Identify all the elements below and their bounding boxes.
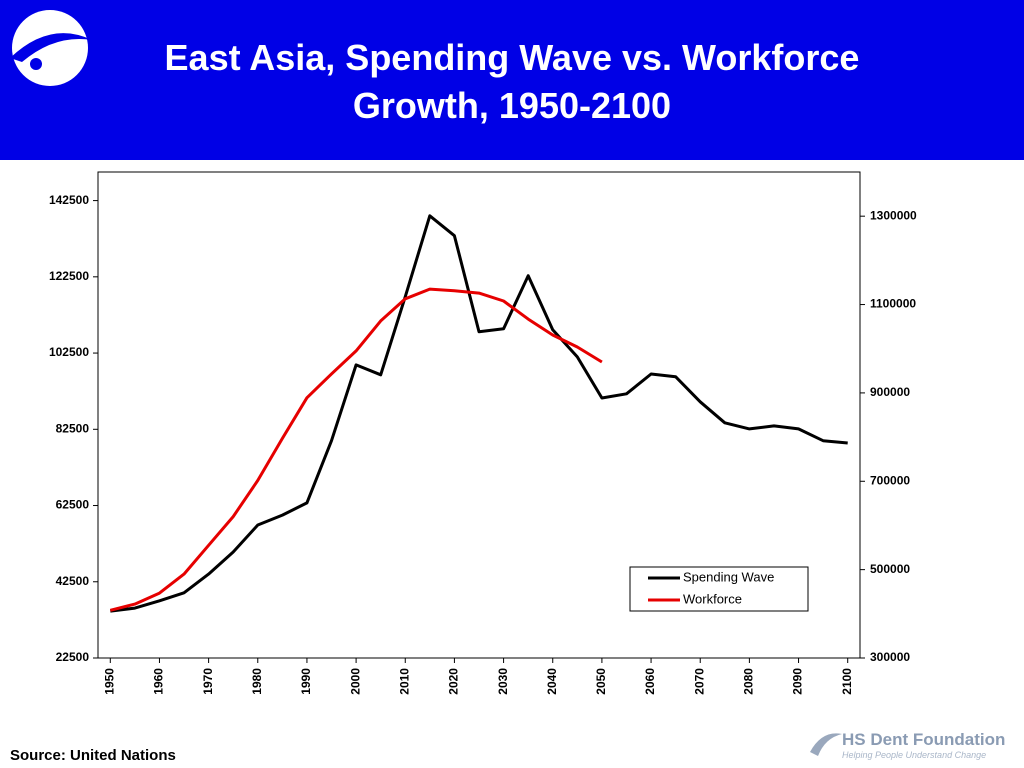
legend-box [629,566,809,612]
x-tick-label: 1950 [102,668,116,695]
series-line [109,287,603,612]
y-tick-label: 122500 [49,269,89,283]
legend-label: Spending Wave [683,569,774,584]
y-tick-label: 62500 [56,498,90,512]
x-tick-label: 2030 [496,668,510,695]
y-tick-label: 42500 [56,574,90,588]
y-tick-label: 142500 [49,193,89,207]
x-tick-label: 2050 [594,668,608,695]
legend: Spending Wave Workforce [629,566,809,612]
logo-swoosh [10,33,92,62]
y-tick-label: 22500 [56,650,90,664]
x-tick-label: 2090 [791,668,805,695]
x-tick-label: 2020 [447,668,461,695]
y2-tick-label: 500000 [870,562,910,576]
x-tick-label: 2040 [545,668,559,695]
y-tick-label: 82500 [56,421,90,435]
y2-tick-label: 1300000 [870,208,917,222]
series-line [110,214,848,613]
x-tick-label: 1980 [250,668,264,695]
y2-tick-label: 900000 [870,385,910,399]
y2-tick-label: 1100000 [870,297,916,311]
logo-dot [30,58,42,70]
x-tick-label: 1960 [152,668,166,695]
y2-tick-label: 300000 [870,650,910,664]
brand-logo [810,733,842,756]
brand-name: HS Dent Foundation [842,730,1006,749]
x-tick-label: 2000 [348,668,362,695]
source-note: Source: United Nations [10,747,176,764]
x-tick-label: 2010 [397,668,411,695]
logo [10,10,92,86]
x-tick-label: 1970 [201,668,215,695]
header-band [0,0,1024,160]
x-tick-label: 2060 [643,668,657,695]
x-tick-label: 2080 [742,668,756,695]
chart-title: East Asia, Spending Wave vs. Workforce G… [164,37,860,126]
brand-swoosh [810,733,842,756]
x-tick-label: 1990 [299,668,313,695]
x-tick-label: 2100 [840,668,854,695]
brand-tagline: Helping People Understand Change [842,750,987,760]
x-tick-label: 2070 [692,668,706,695]
y-tick-label: 102500 [49,345,89,359]
y2-tick-label: 700000 [870,473,910,487]
legend-label: Workforce [683,591,742,606]
